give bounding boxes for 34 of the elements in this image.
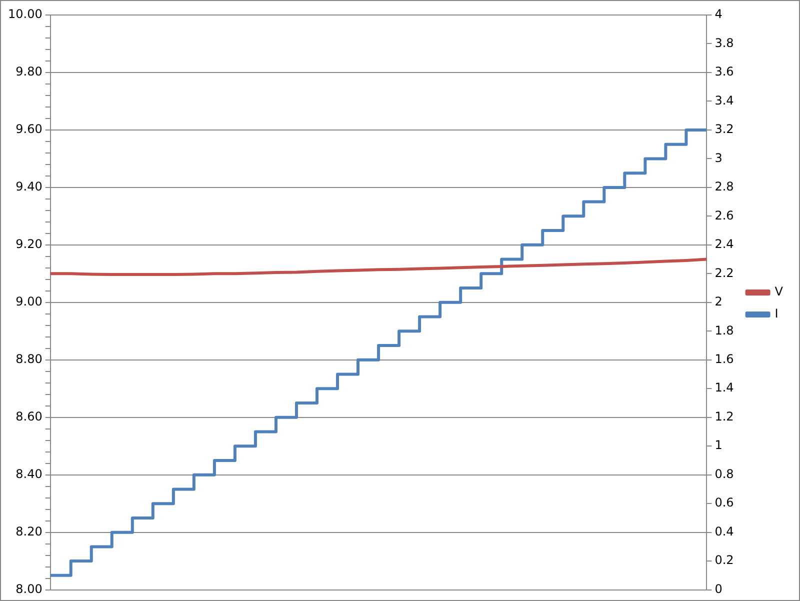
y2-tick-label: 1.8	[714, 323, 734, 338]
y2-tick-label: 3.2	[714, 122, 734, 136]
y-tick-label: 9.80	[16, 64, 42, 79]
y2-tick-label: 3.8	[714, 36, 734, 50]
y-tick-label: 8.20	[16, 524, 42, 538]
y-tick-label: 9.20	[16, 237, 42, 252]
y-tick-label: 9.40	[16, 180, 42, 194]
y-tick-label: 9.00	[16, 294, 42, 309]
y-tick-label: 8.00	[16, 582, 42, 596]
y-tick-label: 10.00	[8, 7, 42, 22]
y-tick-label: 8.60	[16, 409, 42, 424]
y-tick-label: 8.80	[16, 352, 42, 366]
y2-tick-label: 1.6	[714, 352, 734, 366]
y2-tick-label: 4	[714, 7, 722, 22]
y-tick-label: 9.60	[16, 122, 42, 136]
y2-tick-label: 3.4	[714, 93, 734, 108]
y2-tick-label: 3.6	[714, 64, 734, 79]
y2-tick-label: 0.8	[714, 466, 734, 481]
y2-tick-label: 2	[714, 294, 722, 309]
legend-label: I	[774, 306, 778, 321]
y2-tick-label: 1.2	[714, 409, 734, 424]
legend-label: V	[774, 284, 784, 299]
y2-tick-label: 0.2	[714, 553, 734, 568]
y2-tick-label: 2.4	[714, 237, 734, 252]
y2-tick-label: 2.2	[714, 266, 734, 280]
y2-tick-label: 1	[714, 438, 722, 452]
y2-tick-label: 0.6	[714, 496, 734, 510]
y2-tick-label: 1.4	[714, 380, 734, 395]
y2-tick-label: 2.6	[714, 208, 734, 222]
y-tick-label: 8.40	[16, 466, 42, 481]
y2-tick-label: 0	[714, 582, 722, 596]
y2-tick-label: 2.8	[714, 180, 734, 194]
y2-tick-label: 3	[714, 150, 722, 165]
y2-tick-label: 0.4	[714, 524, 734, 538]
